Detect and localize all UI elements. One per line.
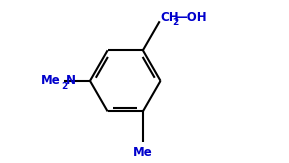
- Text: Me: Me: [133, 146, 153, 159]
- Text: —OH: —OH: [176, 11, 207, 24]
- Text: 2: 2: [172, 18, 178, 27]
- Text: Me: Me: [41, 74, 61, 87]
- Text: 2: 2: [61, 82, 67, 91]
- Text: N: N: [66, 74, 75, 87]
- Text: CH: CH: [160, 11, 179, 24]
